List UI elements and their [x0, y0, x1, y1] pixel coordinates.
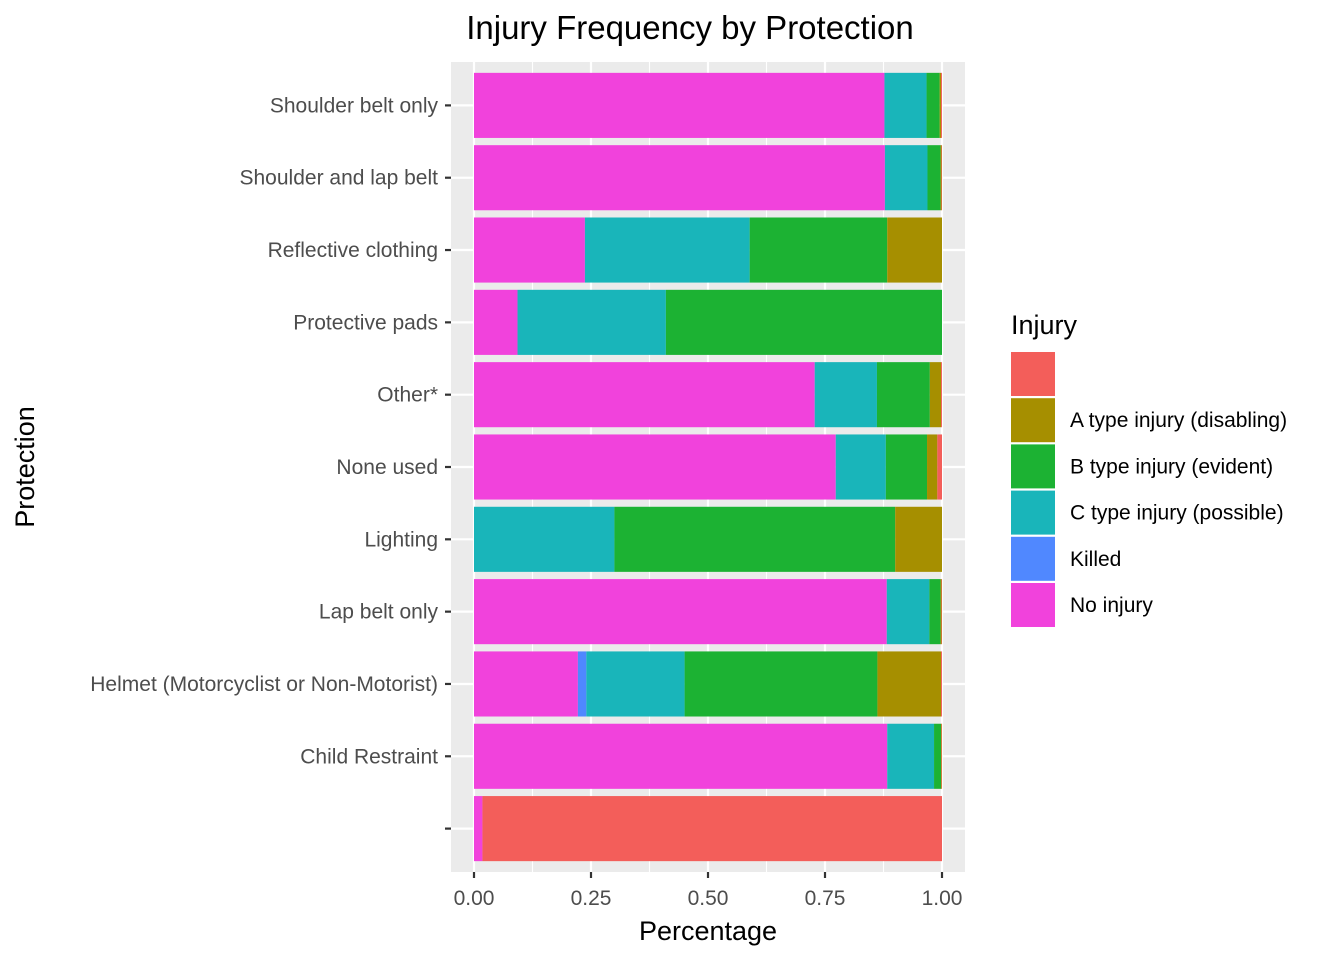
bar-segment: [884, 72, 927, 138]
bar-segment: [814, 362, 877, 428]
bar-segment: [577, 651, 587, 717]
bar-segment: [887, 723, 935, 789]
bar-segment: [941, 72, 942, 138]
bar-segment: [941, 362, 942, 428]
bar-segment: [482, 796, 942, 862]
bar-segment: [474, 796, 483, 862]
bar-segment: [885, 434, 928, 500]
bar-segment: [941, 723, 942, 789]
chart-title: Injury Frequency by Protection: [466, 9, 914, 46]
y-tick-label: Shoulder belt only: [270, 94, 439, 117]
bar-segment: [934, 723, 942, 789]
x-tick-label: 1.00: [922, 887, 963, 910]
bar-segment: [939, 72, 942, 138]
legend: Injury A type injury (disabling) B type i…: [1011, 310, 1287, 627]
x-axis: 0.00 0.25 0.50 0.75 1.00: [454, 872, 963, 910]
bar-segment: [886, 579, 930, 645]
legend-label: Killed: [1070, 548, 1121, 571]
bar-segment: [586, 651, 685, 717]
bar-segment: [584, 217, 750, 283]
y-tick-label: Other*: [377, 384, 438, 407]
bar-segment: [929, 579, 941, 645]
bar-segment: [684, 651, 878, 717]
bar-segment: [877, 651, 942, 717]
bar-segment: [884, 145, 928, 211]
legend-label: C type injury (possible): [1070, 502, 1284, 525]
bar-segment: [474, 289, 518, 355]
bar-segment: [665, 289, 942, 355]
legend-key: [1011, 536, 1055, 581]
bar-segment: [937, 434, 942, 500]
bar-segment: [474, 723, 888, 789]
bar-segment: [474, 579, 887, 645]
bar-segment: [614, 506, 896, 572]
bar-segment: [926, 72, 940, 138]
legend-label: A type injury (disabling): [1070, 409, 1287, 432]
bar-segment: [474, 506, 615, 572]
bar-segment: [895, 506, 942, 572]
bar-segment: [940, 579, 942, 645]
legend-key: [1011, 583, 1055, 627]
y-axis-title: Protection: [10, 406, 40, 528]
bar-segment: [929, 362, 942, 428]
bar-segment: [941, 579, 943, 645]
bars: [474, 72, 943, 862]
y-tick-label: Lap belt only: [319, 601, 439, 624]
bar-segment: [474, 72, 885, 138]
legend-key: [1011, 352, 1055, 396]
legend-key: [1011, 444, 1055, 489]
y-tick-label: Child Restraint: [300, 745, 438, 768]
bar-segment: [474, 217, 585, 283]
bar-segment: [941, 723, 943, 789]
bar-segment: [941, 651, 942, 717]
bar-segment: [887, 217, 942, 283]
bar-segment: [474, 651, 578, 717]
bar-segment: [940, 145, 942, 211]
bar-segment: [517, 289, 666, 355]
bar-segment: [876, 362, 930, 428]
x-tick-label: 0.00: [454, 887, 495, 910]
legend-key: [1011, 490, 1055, 535]
x-tick-label: 0.25: [571, 887, 612, 910]
bar-segment: [927, 145, 941, 211]
legend-label: B type injury (evident): [1070, 455, 1273, 478]
x-tick-label: 0.50: [688, 887, 729, 910]
bar-segment: [941, 145, 943, 211]
y-axis: Shoulder belt only Shoulder and lap belt R…: [90, 94, 451, 830]
y-tick-label: None used: [336, 456, 438, 479]
legend-title: Injury: [1011, 310, 1078, 340]
bar-segment: [835, 434, 886, 500]
y-tick-label: Helmet (Motorcyclist or Non-Motorist): [90, 673, 438, 696]
bar-segment: [474, 434, 836, 500]
y-tick-label: Shoulder and lap belt: [240, 167, 439, 190]
legend-key: [1011, 398, 1055, 443]
bar-segment: [474, 362, 815, 428]
bar-segment: [474, 145, 885, 211]
bar-segment: [749, 217, 888, 283]
bar-segment: [927, 434, 938, 500]
legend-label: No injury: [1070, 594, 1153, 617]
x-axis-title: Percentage: [639, 916, 777, 946]
y-tick-label: Lighting: [364, 528, 438, 551]
y-tick-label: Reflective clothing: [268, 239, 438, 262]
y-tick-label: Protective pads: [293, 311, 438, 334]
x-tick-label: 0.75: [805, 887, 846, 910]
